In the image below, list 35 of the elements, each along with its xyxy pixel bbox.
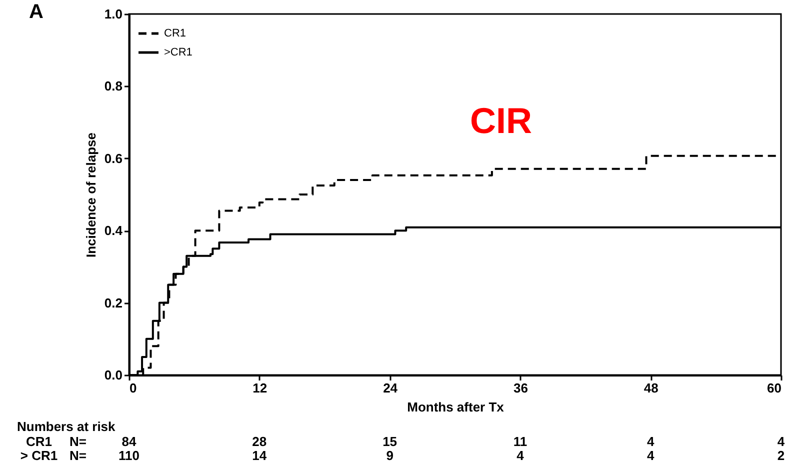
text: 84: [122, 434, 137, 449]
annotation: CIR: [470, 100, 532, 141]
text: > CR1: [20, 448, 58, 461]
x-tick-label: 36: [513, 380, 528, 396]
x-tick-label: 12: [252, 380, 268, 396]
text: 14: [252, 448, 268, 461]
text: Numbers at risk: [17, 419, 116, 434]
text: 15: [382, 434, 398, 449]
y-tick-label: 0.2: [104, 295, 122, 310]
x-tick-label: 0: [130, 380, 137, 396]
text: 11: [513, 434, 528, 449]
legend-label: CR1: [164, 28, 186, 40]
text: 2: [777, 448, 785, 461]
text: 4: [646, 448, 655, 461]
y-tick-label: 0.4: [104, 223, 124, 238]
text: 4: [516, 448, 525, 461]
x-tick-label: 48: [644, 380, 658, 396]
y-tick-label: 0.0: [104, 368, 122, 382]
text: N=: [70, 448, 87, 461]
y-tick-label: 1.0: [104, 6, 122, 22]
x-tick-label: 24: [383, 380, 398, 396]
x-axis-title: Months after Tx: [407, 400, 505, 414]
text: 4: [646, 434, 655, 449]
text: A: [29, 1, 44, 23]
y-tick-label: 0.6: [104, 150, 122, 166]
legend-label: >CR1: [164, 46, 192, 58]
x-tick-label: 60: [767, 380, 782, 396]
text: 110: [118, 448, 140, 461]
text: N=: [70, 434, 87, 449]
text: 28: [252, 434, 267, 449]
text: 9: [386, 448, 394, 461]
text: CR1: [26, 434, 52, 449]
text: 4: [777, 434, 786, 449]
y-tick-label: 0.8: [104, 78, 122, 94]
y-axis-title: Incidence of relapse: [83, 132, 98, 258]
